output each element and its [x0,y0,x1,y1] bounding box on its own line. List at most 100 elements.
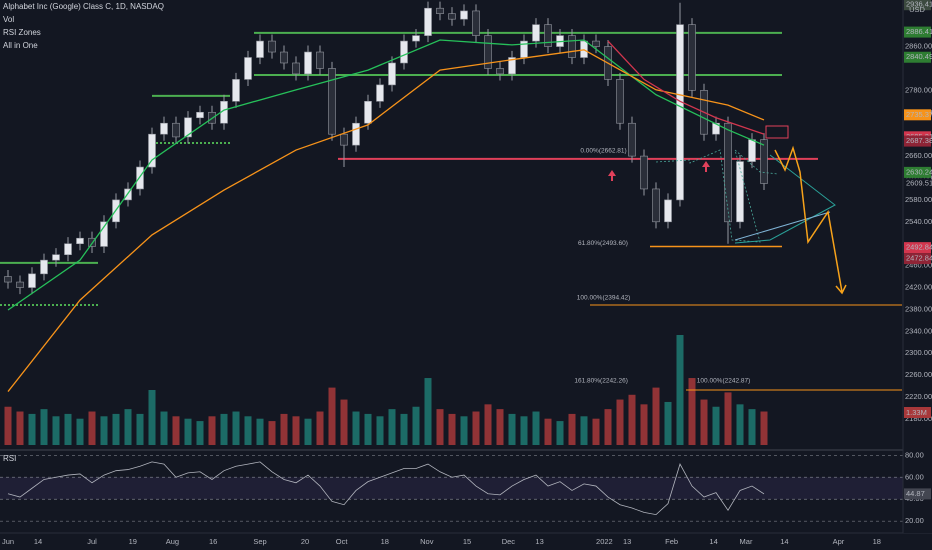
volume-bar [436,409,444,445]
volume-bar [52,416,60,445]
rsi-pane [0,449,932,534]
candle-body [256,40,264,58]
price-label-bg [904,242,931,254]
volume-bar [148,390,156,445]
volume-bar [640,404,648,445]
candle-body [724,122,732,223]
x-tick-label: Oct [336,537,349,546]
candle-body [52,254,60,261]
price-label-bg [904,51,931,63]
ma-line [7,49,765,392]
x-tick-label: 19 [129,537,137,546]
wave-path [655,148,779,243]
volume-bar [220,413,228,445]
candle-body [508,57,516,75]
volume-bar [760,411,768,445]
volume-bar [4,406,12,445]
fib-annotation: 100.00%(2242.87) [697,377,751,384]
candle-body [40,259,48,275]
candle-body [28,273,36,288]
candle-body [316,51,324,69]
candle-body [628,122,636,157]
price-label: 2472.84 [906,254,932,263]
price-label: 2840.49 [906,52,932,61]
x-tick-label: Jun [2,537,14,546]
x-tick-label: 13 [623,537,631,546]
volume-bar [748,409,756,445]
price-label: 2687.38 [906,136,932,145]
candle-body [352,122,360,146]
indicator-name: All in One [3,41,38,50]
volume-label-bg [904,407,931,418]
candle-body [136,166,144,190]
volume-bar [556,421,564,445]
volume-bar [448,413,456,445]
volume-bar [268,421,276,445]
x-tick-label: 14 [709,537,717,546]
volume-bar [592,418,600,445]
candle-body [412,35,420,42]
volume-bar [712,406,720,445]
y-tick-label: 2660.00 [905,151,932,160]
volume-bar [412,406,420,445]
candle-body [196,111,204,119]
volume-bar [508,413,516,445]
indicator-name: Vol [3,15,14,24]
volume-bar [424,378,432,445]
candle-body [292,62,300,75]
y-tick-label: 2460.00 [905,261,932,270]
volume-bar [580,416,588,445]
fib-annotation: 161.80%(2242.26) [574,378,628,385]
price-label-bg [904,0,931,11]
box-marker [765,125,789,139]
y-tick-label: 2860.00 [905,42,932,51]
price-label-bg [904,135,931,147]
x-tick-label: Nov [420,537,434,546]
rsi-zone [0,477,903,500]
candle-body [652,188,660,223]
volume-bar [340,399,348,445]
x-tick-label: Sep [253,537,266,546]
candle-body [472,10,480,36]
volume-bar [400,413,408,445]
volume-bar [112,413,120,445]
fib-annotation: 61.80%(2493.60) [578,240,628,247]
y-tick-label: 2540.00 [905,217,932,226]
volume-bar [520,416,528,445]
price-axis: 2180.00 2220.00 2260.00 2300.00 2340.00 2380.… [904,0,932,525]
x-tick-label: 2022 [596,537,613,546]
volume-bar [100,416,108,445]
volume-bar [736,404,744,445]
candle-body [532,24,540,42]
volume-bar [628,394,636,445]
volume-bar [616,399,624,445]
candle-body [436,7,444,14]
price-label-bg [904,26,931,38]
price-label: 2735.37 [906,110,932,119]
x-tick-label: 14 [34,537,42,546]
volume-bar [76,418,84,445]
candle-body [328,68,336,135]
arrow-head [835,284,847,295]
candle-body [448,13,456,20]
volume-bar [376,416,384,445]
triangle [734,154,836,244]
volume-bar [532,411,540,445]
volume-bar [460,416,468,445]
candle-body [712,122,720,135]
candle-body [160,122,168,135]
candle-body [244,57,252,80]
candle-body [616,79,624,124]
ma-line [7,39,765,311]
currency: USD [909,5,925,14]
moving-averages [7,39,765,392]
x-tick-label: Mar [740,537,753,546]
volume-bar [544,418,552,445]
volume-bar [16,411,24,445]
volume-bar [316,411,324,445]
x-tick-label: Jul [87,537,97,546]
y-tick-label: 2380.00 [905,304,932,313]
projection-zigzag [774,145,843,293]
price-label-bg [904,166,931,178]
volume-bar [724,392,732,445]
